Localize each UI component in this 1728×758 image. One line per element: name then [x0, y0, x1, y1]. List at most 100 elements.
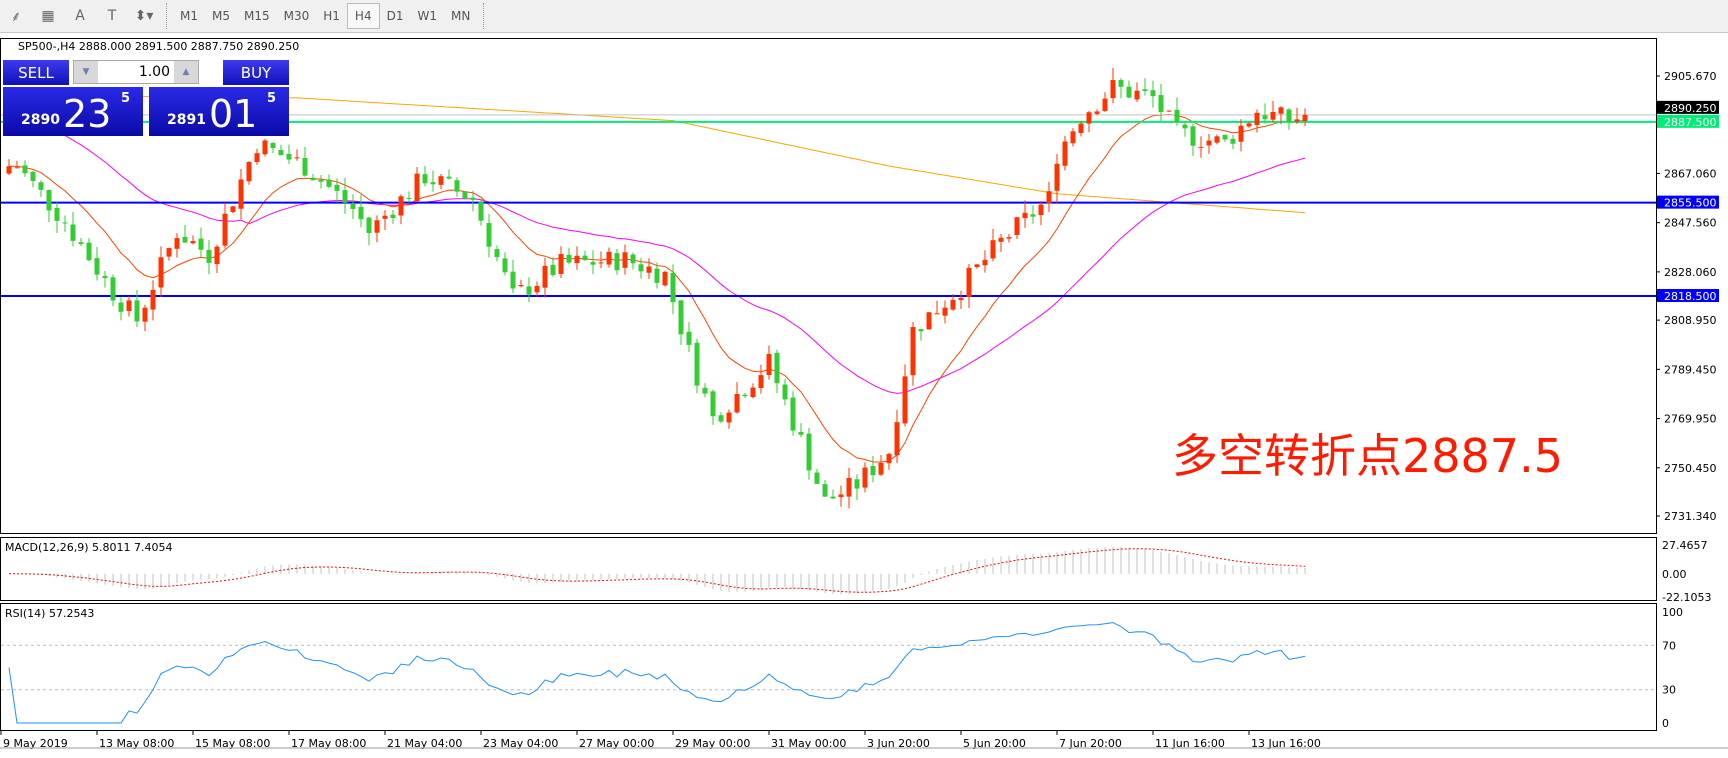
candle-body [1078, 123, 1084, 134]
buy-button[interactable]: BUY [223, 60, 289, 85]
candle-body [982, 259, 988, 266]
candle-body [1206, 140, 1212, 146]
candle-body [150, 289, 156, 310]
candle-body [654, 268, 660, 283]
candle-body [814, 472, 820, 484]
line-price-tag: 2855.500 [1664, 197, 1717, 210]
sell-price-big: 23 [63, 92, 112, 136]
candle-body [958, 297, 964, 300]
candle-body [398, 196, 404, 216]
candle-body [1086, 112, 1092, 124]
candle-body [974, 264, 980, 268]
current-price-tag-bg [1657, 100, 1719, 114]
timeframe-w1[interactable]: W1 [417, 9, 437, 23]
elliott-wave-icon[interactable]: ⸙ [10, 8, 22, 25]
candle-body [790, 397, 796, 431]
candle-body [1102, 98, 1108, 111]
sell-price-prefix: 2890 [21, 112, 60, 128]
rsi-scale-label: 100 [1662, 606, 1683, 619]
sell-button[interactable]: SELL [3, 60, 69, 85]
candle-body [782, 384, 788, 400]
candle-body [766, 354, 772, 376]
candle-body [22, 165, 28, 174]
timeframe-h4[interactable]: H4 [346, 3, 380, 29]
candle-body [966, 267, 972, 297]
arrows-dropdown-icon[interactable]: ⬍▾ [134, 8, 154, 24]
candle-body [270, 143, 276, 149]
timeframe-m1[interactable]: M1 [180, 9, 198, 23]
toolbar-separator [166, 3, 167, 29]
candle-body [222, 213, 228, 246]
candle-body [1038, 204, 1044, 216]
candle-body [1166, 110, 1172, 112]
candle-body [446, 176, 452, 179]
buy-price-prefix: 2891 [167, 112, 206, 128]
time-label: 21 May 04:00 [387, 737, 462, 750]
lot-increase-icon[interactable]: ▲ [174, 61, 198, 83]
lot-decrease-icon[interactable]: ▼ [74, 61, 98, 83]
candle-body [718, 415, 724, 422]
price-label: 2808.950 [1664, 314, 1717, 327]
text-icon[interactable]: A [75, 8, 85, 24]
candle-body [638, 264, 644, 272]
timeframe-m5[interactable]: M5 [212, 9, 230, 23]
candle-body [158, 257, 164, 288]
candle-body [86, 242, 92, 261]
time-label: 27 May 00:00 [579, 737, 654, 750]
line-price-tag-bg [1657, 114, 1719, 128]
candle-body [366, 217, 372, 234]
candle-body [942, 307, 948, 316]
candle-body [494, 249, 500, 258]
lot-size-input[interactable]: ▼ 1.00 ▲ [73, 60, 199, 84]
text-label-icon[interactable]: T [107, 8, 117, 24]
candle-body [430, 182, 436, 185]
price-label: 2731.340 [1664, 510, 1717, 523]
ma-mid-line [8, 115, 1306, 394]
main-pane-frame [0, 38, 1657, 534]
candle-body [1246, 123, 1252, 127]
candle-body [102, 275, 108, 279]
candle-body [278, 150, 284, 156]
timeframe-m15[interactable]: M15 [244, 9, 270, 23]
candle-body [334, 184, 340, 191]
time-label: 11 Jun 16:00 [1155, 737, 1225, 750]
candle-body [422, 174, 428, 184]
candle-body [1238, 125, 1244, 142]
sell-price[interactable]: 2890 23 5 [3, 87, 143, 136]
candle-body [78, 242, 84, 245]
time-label: 9 May 2019 [3, 737, 68, 750]
timeframe-mn[interactable]: MN [450, 9, 471, 23]
timeframe-m30[interactable]: M30 [283, 9, 310, 23]
buy-price-big: 01 [209, 92, 258, 136]
time-label: 29 May 00:00 [675, 737, 750, 750]
timeframe-h1[interactable]: H1 [323, 9, 340, 23]
candle-body [614, 253, 620, 271]
candle-body [502, 258, 508, 273]
fibonacci-grid-icon[interactable]: ▦ [41, 8, 55, 24]
candle-body [1014, 217, 1020, 236]
candle-body [318, 179, 324, 182]
candle-body [374, 220, 380, 233]
timeframe-d1[interactable]: D1 [386, 9, 404, 23]
price-label: 2769.950 [1664, 413, 1717, 426]
candle-body [622, 252, 628, 268]
candle-body [1182, 124, 1188, 129]
candle-body [934, 313, 940, 315]
candle-body [950, 299, 956, 310]
candle-body [310, 177, 316, 181]
candle-body [1046, 191, 1052, 204]
candle-body [198, 238, 204, 250]
line-price-tag: 2887.500 [1664, 116, 1717, 129]
candle-body [1150, 90, 1156, 97]
candle-body [1054, 163, 1060, 191]
price-label: 2867.060 [1664, 167, 1717, 180]
buy-price[interactable]: 2891 01 5 [149, 87, 289, 136]
candle-body [798, 431, 804, 435]
candle-body [926, 312, 932, 330]
candle-body [910, 327, 916, 376]
candle-body [990, 240, 996, 259]
lot-value[interactable]: 1.00 [138, 64, 170, 80]
candle-body [262, 140, 268, 155]
candle-body [126, 300, 132, 312]
